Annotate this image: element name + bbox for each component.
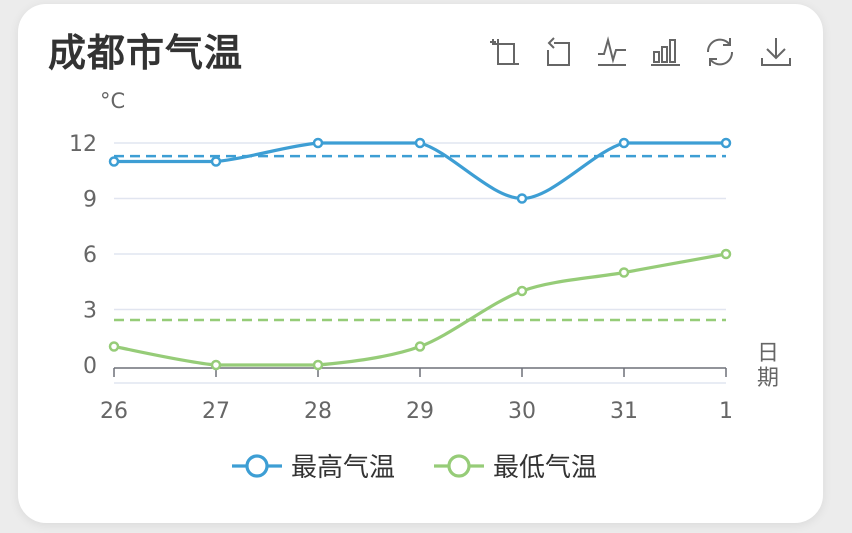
data-point (108, 341, 120, 352)
legend-marker (245, 454, 269, 478)
y-tick-label: 6 (83, 243, 97, 268)
y-tick-label: 0 (83, 354, 97, 379)
bar-chart-icon[interactable] (648, 34, 684, 70)
x-tick-label: 1 (719, 399, 733, 424)
data-point (312, 359, 324, 371)
data-point (210, 359, 222, 371)
data-point (618, 267, 630, 278)
data-point (720, 137, 732, 149)
data-point (516, 285, 528, 297)
x-tick-label: 28 (304, 399, 332, 424)
data-point (618, 137, 630, 149)
chart-title: 成都市气温 (48, 31, 244, 75)
download-icon[interactable] (758, 34, 794, 70)
x-tick-label: 26 (100, 399, 128, 424)
x-tick-label: 27 (202, 399, 230, 424)
x-tick-label: 31 (610, 399, 638, 424)
chart-card (18, 4, 823, 523)
crop-icon[interactable] (488, 34, 524, 70)
y-tick-label: 3 (83, 299, 97, 324)
x-axis-name-char: 日 (757, 341, 779, 366)
data-point (210, 156, 222, 167)
x-axis-name-char: 期 (757, 366, 779, 391)
legend-marker (447, 454, 471, 478)
y-tick-label: 12 (69, 132, 97, 157)
line-chart-icon[interactable] (594, 34, 630, 70)
undo-icon[interactable] (540, 34, 576, 70)
x-tick-label: 29 (406, 399, 434, 424)
legend-label: 最高气温 (291, 453, 395, 483)
data-point (414, 341, 426, 352)
y-axis-unit: °C (100, 89, 125, 113)
y-tick-label: 9 (83, 188, 97, 213)
x-tick-label: 30 (508, 399, 536, 424)
data-point (414, 137, 426, 149)
data-point (108, 156, 120, 167)
data-point (516, 193, 528, 204)
series-line (114, 141, 726, 201)
data-point (312, 137, 324, 149)
data-point (720, 248, 732, 260)
refresh-icon[interactable] (702, 34, 738, 70)
legend-label: 最低气温 (493, 453, 597, 483)
